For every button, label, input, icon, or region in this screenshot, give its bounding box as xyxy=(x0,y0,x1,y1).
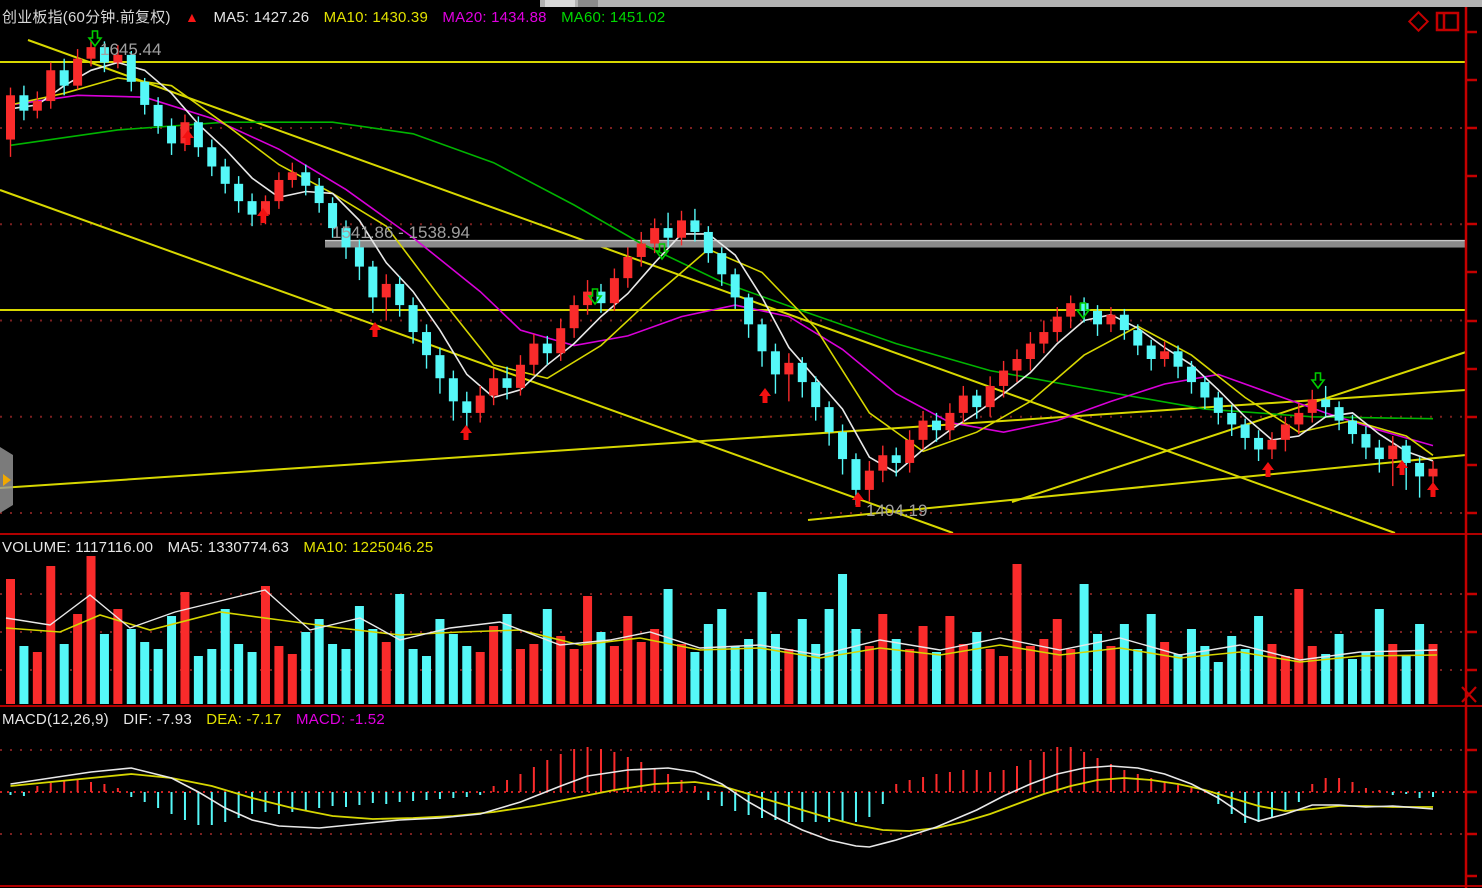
gap-range-label: 1541.86 - 1538.94 xyxy=(332,223,470,242)
top-strip-divider xyxy=(578,0,598,7)
moving-average-lines xyxy=(10,61,1434,474)
macd-name: MACD(12,26,9) xyxy=(2,711,109,728)
ma20-value: MA20: 1434.88 xyxy=(442,9,547,26)
volume-value: VOLUME: 1117116.00 xyxy=(2,539,154,556)
main-chart-header: 创业板指(60分钟.前复权) ▲ MA5: 1427.26 MA10: 1430… xyxy=(2,6,675,27)
dif-value: DIF: -7.93 xyxy=(123,711,192,728)
top-strip-tab xyxy=(545,0,575,7)
macd-header: MACD(12,26,9) DIF: -7.93 DEA: -7.17 MACD… xyxy=(2,711,395,728)
signal-arrow-markers xyxy=(87,30,1439,507)
macd-value: MACD: -1.52 xyxy=(296,711,385,728)
window-top-strip xyxy=(540,0,1482,7)
trend-up-arrow-icon: ▲ xyxy=(185,9,200,25)
peak-price-label: 1645.44 xyxy=(100,40,161,59)
gap-zone-bar xyxy=(325,239,1466,248)
ma5-value: MA5: 1427.26 xyxy=(213,9,310,26)
volume-ma5-value: MA5: 1330774.63 xyxy=(167,539,290,556)
left-scroll-tab[interactable] xyxy=(0,447,13,513)
low-price-label: 1404.19 xyxy=(866,501,927,520)
candlesticks xyxy=(6,40,1438,505)
volume-ma10-value: MA10: 1225046.25 xyxy=(303,539,434,556)
volume-panel xyxy=(0,556,1466,704)
diamond-icon[interactable] xyxy=(1407,10,1430,33)
dea-value: DEA: -7.17 xyxy=(206,711,282,728)
price-gridlines xyxy=(0,127,1466,514)
macd-panel xyxy=(0,747,1466,848)
price-annotations: 1645.44 1541.86 - 1538.94 1404.19 xyxy=(100,40,927,520)
ma10-value: MA10: 1430.39 xyxy=(323,9,428,26)
instrument-title: 创业板指(60分钟.前复权) xyxy=(2,9,171,26)
corner-icons[interactable] xyxy=(1407,10,1477,703)
close-indicator-x-icon[interactable] xyxy=(1461,686,1477,703)
split-window-icon[interactable] xyxy=(1435,11,1460,32)
ma60-value: MA60: 1451.02 xyxy=(561,9,666,26)
volume-header: VOLUME: 1117116.00 MA5: 1330774.63 MA10:… xyxy=(2,539,443,556)
scroll-right-triangle-icon xyxy=(3,474,11,486)
